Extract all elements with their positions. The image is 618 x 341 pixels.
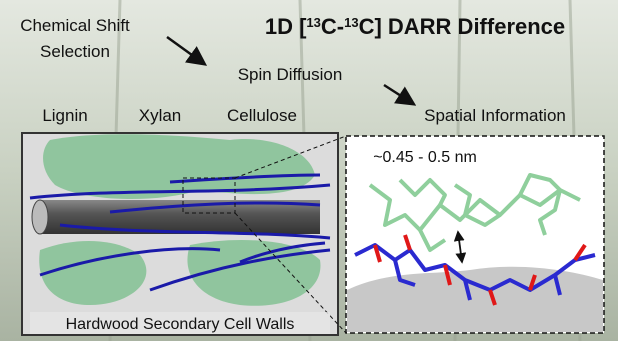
- title-part: 13: [344, 15, 358, 30]
- legend: Lignin Xylan Cellulose: [42, 106, 297, 125]
- title-part: 1D [: [265, 14, 307, 39]
- flow-step: Chemical Shift: [20, 16, 130, 35]
- flow-step: Spatial Information: [424, 106, 566, 125]
- title-part: 13: [306, 15, 320, 30]
- flow-step: Spin Diffusion: [238, 65, 343, 84]
- title-part: C-: [321, 14, 344, 39]
- graphical-abstract: 1D [13C-13C] DARR Difference Chemical Sh…: [0, 0, 618, 341]
- legend-entry: Xylan: [139, 106, 182, 125]
- flow-step: Selection: [40, 42, 110, 61]
- distance-label: ~0.45 - 0.5 nm: [373, 149, 477, 166]
- legend-entry: Lignin: [42, 106, 87, 125]
- title-part: C] DARR Difference: [359, 14, 566, 39]
- cellulose-end: [32, 200, 48, 234]
- panel-label: Hardwood Secondary Cell Walls: [66, 316, 295, 333]
- legend-entry: Cellulose: [227, 106, 297, 125]
